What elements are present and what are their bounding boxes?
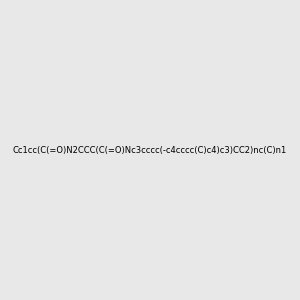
Text: Cc1cc(C(=O)N2CCC(C(=O)Nc3cccc(-c4cccc(C)c4)c3)CC2)nc(C)n1: Cc1cc(C(=O)N2CCC(C(=O)Nc3cccc(-c4cccc(C)…: [13, 146, 287, 154]
